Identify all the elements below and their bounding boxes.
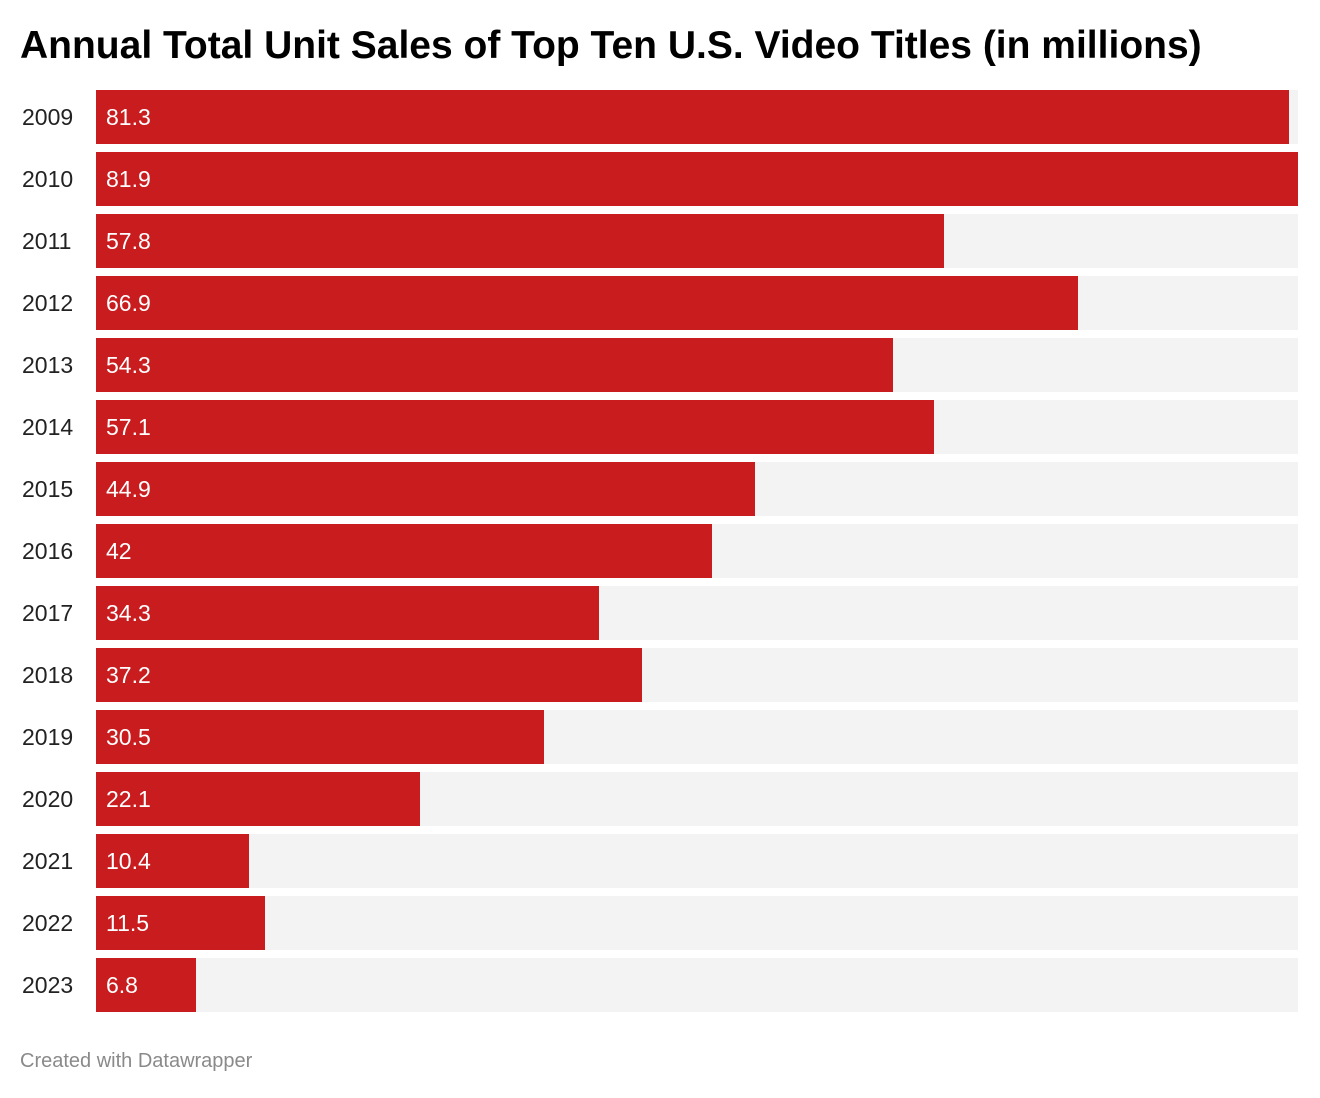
value-label-2011: 57.8 xyxy=(106,228,151,254)
bar-2009 xyxy=(96,90,1290,144)
bar-row-2022: 2022 11.5 xyxy=(0,896,1320,950)
bar-2011 xyxy=(96,214,945,268)
bar-2019 xyxy=(96,710,544,764)
value-label-2018: 37.2 xyxy=(106,662,151,688)
value-label-2019: 30.5 xyxy=(106,724,151,750)
value-label-2013: 54.3 xyxy=(106,352,151,378)
value-label-2015: 44.9 xyxy=(106,476,151,502)
value-label-2023: 6.8 xyxy=(106,972,138,998)
bar-2023 xyxy=(96,958,196,1012)
bar-row-2012: 2012 66.9 xyxy=(0,276,1320,330)
bar-2010 xyxy=(96,152,1298,206)
bar-track-2009: 81.3 xyxy=(96,90,1298,144)
bar-row-2021: 2021 10.4 xyxy=(0,834,1320,888)
category-label-2017: 2017 xyxy=(22,600,74,626)
bar-2021 xyxy=(96,834,249,888)
bar-track-2022: 11.5 xyxy=(96,896,1298,950)
category-label-2020: 2020 xyxy=(22,786,74,812)
category-label-2009: 2009 xyxy=(22,104,74,130)
bar-row-2011: 2011 57.8 xyxy=(0,214,1320,268)
bar-2015 xyxy=(96,462,755,516)
value-label-2020: 22.1 xyxy=(106,786,151,812)
value-label-2014: 57.1 xyxy=(106,414,151,440)
bar-track-2014: 57.1 xyxy=(96,400,1298,454)
bar-track-2018: 37.2 xyxy=(96,648,1298,702)
bar-row-2018: 2018 37.2 xyxy=(0,648,1320,702)
bar-2016 xyxy=(96,524,713,578)
bar-2018 xyxy=(96,648,642,702)
bar-row-2019: 2019 30.5 xyxy=(0,710,1320,764)
value-label-2016: 42 xyxy=(106,538,132,564)
value-label-2009: 81.3 xyxy=(106,104,151,130)
bar-track-2016: 42 xyxy=(96,524,1298,578)
chart-title: Annual Total Unit Sales of Top Ten U.S. … xyxy=(20,24,1202,67)
value-label-2010: 81.9 xyxy=(106,166,151,192)
category-label-2016: 2016 xyxy=(22,538,74,564)
bar-row-2023: 2023 6.8 xyxy=(0,958,1320,1012)
category-label-2013: 2013 xyxy=(22,352,74,378)
value-label-2022: 11.5 xyxy=(106,910,150,936)
category-label-2015: 2015 xyxy=(22,476,74,502)
category-label-2010: 2010 xyxy=(22,166,74,192)
value-label-2017: 34.3 xyxy=(106,600,151,626)
bar-2014 xyxy=(96,400,935,454)
category-label-2023: 2023 xyxy=(22,972,74,998)
bar-row-2020: 2020 22.1 xyxy=(0,772,1320,826)
category-label-2012: 2012 xyxy=(22,290,74,316)
value-label-2012: 66.9 xyxy=(106,290,151,316)
bar-track-2010: 81.9 xyxy=(96,152,1298,206)
bar-row-2010: 2010 81.9 xyxy=(0,152,1320,206)
category-label-2014: 2014 xyxy=(22,414,74,440)
bar-track-2012: 66.9 xyxy=(96,276,1298,330)
bar-track-2023: 6.8 xyxy=(96,958,1298,1012)
value-label-2021: 10.4 xyxy=(106,848,151,874)
bar-track-2020: 22.1 xyxy=(96,772,1298,826)
category-label-2021: 2021 xyxy=(22,848,74,874)
category-label-2019: 2019 xyxy=(22,724,74,750)
bar-row-2014: 2014 57.1 xyxy=(0,400,1320,454)
bar-row-2016: 2016 42 xyxy=(0,524,1320,578)
bar-track-2013: 54.3 xyxy=(96,338,1298,392)
bar-track-2015: 44.9 xyxy=(96,462,1298,516)
footer-credit: Created with Datawrapper xyxy=(20,1050,253,1072)
bar-row-2013: 2013 54.3 xyxy=(0,338,1320,392)
bar-row-2017: 2017 34.3 xyxy=(0,586,1320,640)
bar-track-2021: 10.4 xyxy=(96,834,1298,888)
category-label-2011: 2011 xyxy=(22,228,72,254)
bar-2012 xyxy=(96,276,1078,330)
category-label-2018: 2018 xyxy=(22,662,74,688)
bar-2017 xyxy=(96,586,600,640)
bar-track-2011: 57.8 xyxy=(96,214,1298,268)
bar-track-2017: 34.3 xyxy=(96,586,1298,640)
bar-2022 xyxy=(96,896,265,950)
category-label-2022: 2022 xyxy=(22,910,74,936)
bar-track-2019: 30.5 xyxy=(96,710,1298,764)
bar-2020 xyxy=(96,772,421,826)
bar-2013 xyxy=(96,338,893,392)
bar-row-2009: 2009 81.3 xyxy=(0,90,1320,144)
bar-row-2015: 2015 44.9 xyxy=(0,462,1320,516)
